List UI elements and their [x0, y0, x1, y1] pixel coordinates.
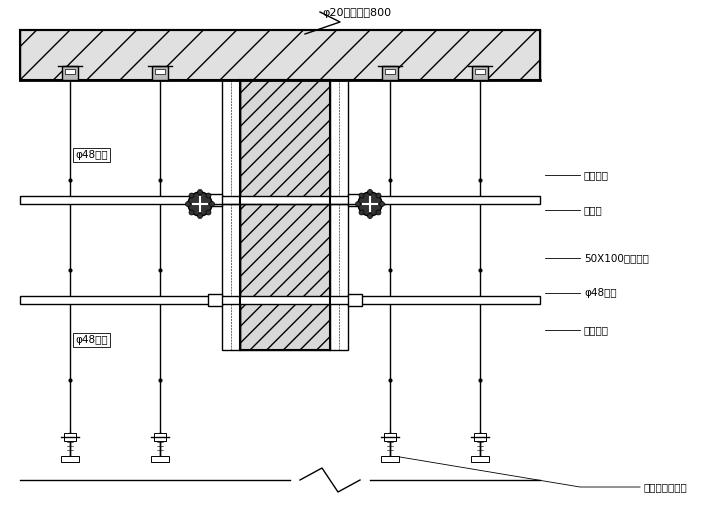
- Bar: [382, 66, 398, 80]
- Circle shape: [188, 192, 212, 216]
- Bar: [472, 66, 488, 80]
- Bar: [20, 196, 540, 204]
- Bar: [385, 69, 395, 74]
- Circle shape: [209, 202, 214, 207]
- Circle shape: [359, 193, 364, 198]
- Text: 可调节钉支顶架: 可调节钉支顶架: [644, 482, 688, 492]
- Bar: [471, 456, 489, 462]
- Bar: [61, 456, 79, 462]
- Bar: [348, 194, 362, 206]
- Bar: [381, 456, 399, 462]
- Circle shape: [380, 202, 385, 207]
- Circle shape: [359, 210, 364, 215]
- Bar: [65, 69, 75, 74]
- Bar: [62, 66, 78, 80]
- Text: 对拉螺栓: 对拉螺栓: [584, 325, 609, 335]
- Bar: [348, 294, 362, 306]
- Circle shape: [206, 193, 211, 198]
- Bar: [151, 456, 169, 462]
- Bar: [474, 433, 486, 441]
- Text: φ48钉管: φ48钉管: [75, 335, 108, 345]
- Circle shape: [189, 193, 194, 198]
- Circle shape: [198, 189, 202, 194]
- Bar: [154, 433, 166, 441]
- Text: φ48钉管: φ48钉管: [75, 150, 108, 160]
- Bar: [20, 296, 540, 304]
- Bar: [208, 294, 222, 306]
- Bar: [152, 66, 168, 80]
- Circle shape: [206, 210, 211, 215]
- Bar: [64, 433, 76, 441]
- Circle shape: [376, 193, 381, 198]
- Bar: [20, 30, 540, 80]
- Circle shape: [376, 210, 381, 215]
- Bar: [208, 194, 222, 206]
- Circle shape: [198, 213, 202, 219]
- Bar: [222, 80, 240, 350]
- Circle shape: [367, 213, 373, 219]
- Circle shape: [355, 202, 360, 207]
- Text: φ20钉筋插棒800: φ20钉筋插棒800: [322, 8, 391, 18]
- Circle shape: [367, 189, 373, 194]
- Circle shape: [189, 210, 194, 215]
- Bar: [475, 69, 485, 74]
- Text: 九夹板: 九夹板: [584, 205, 603, 215]
- Text: 础结构架: 础结构架: [584, 170, 609, 180]
- Bar: [384, 433, 396, 441]
- Circle shape: [358, 192, 382, 216]
- Circle shape: [186, 202, 191, 207]
- Text: φ48钉管: φ48钉管: [584, 288, 617, 298]
- Bar: [155, 69, 165, 74]
- Bar: [240, 80, 330, 350]
- Text: 50X100木方横挡: 50X100木方横挡: [584, 253, 649, 263]
- Bar: [330, 80, 348, 350]
